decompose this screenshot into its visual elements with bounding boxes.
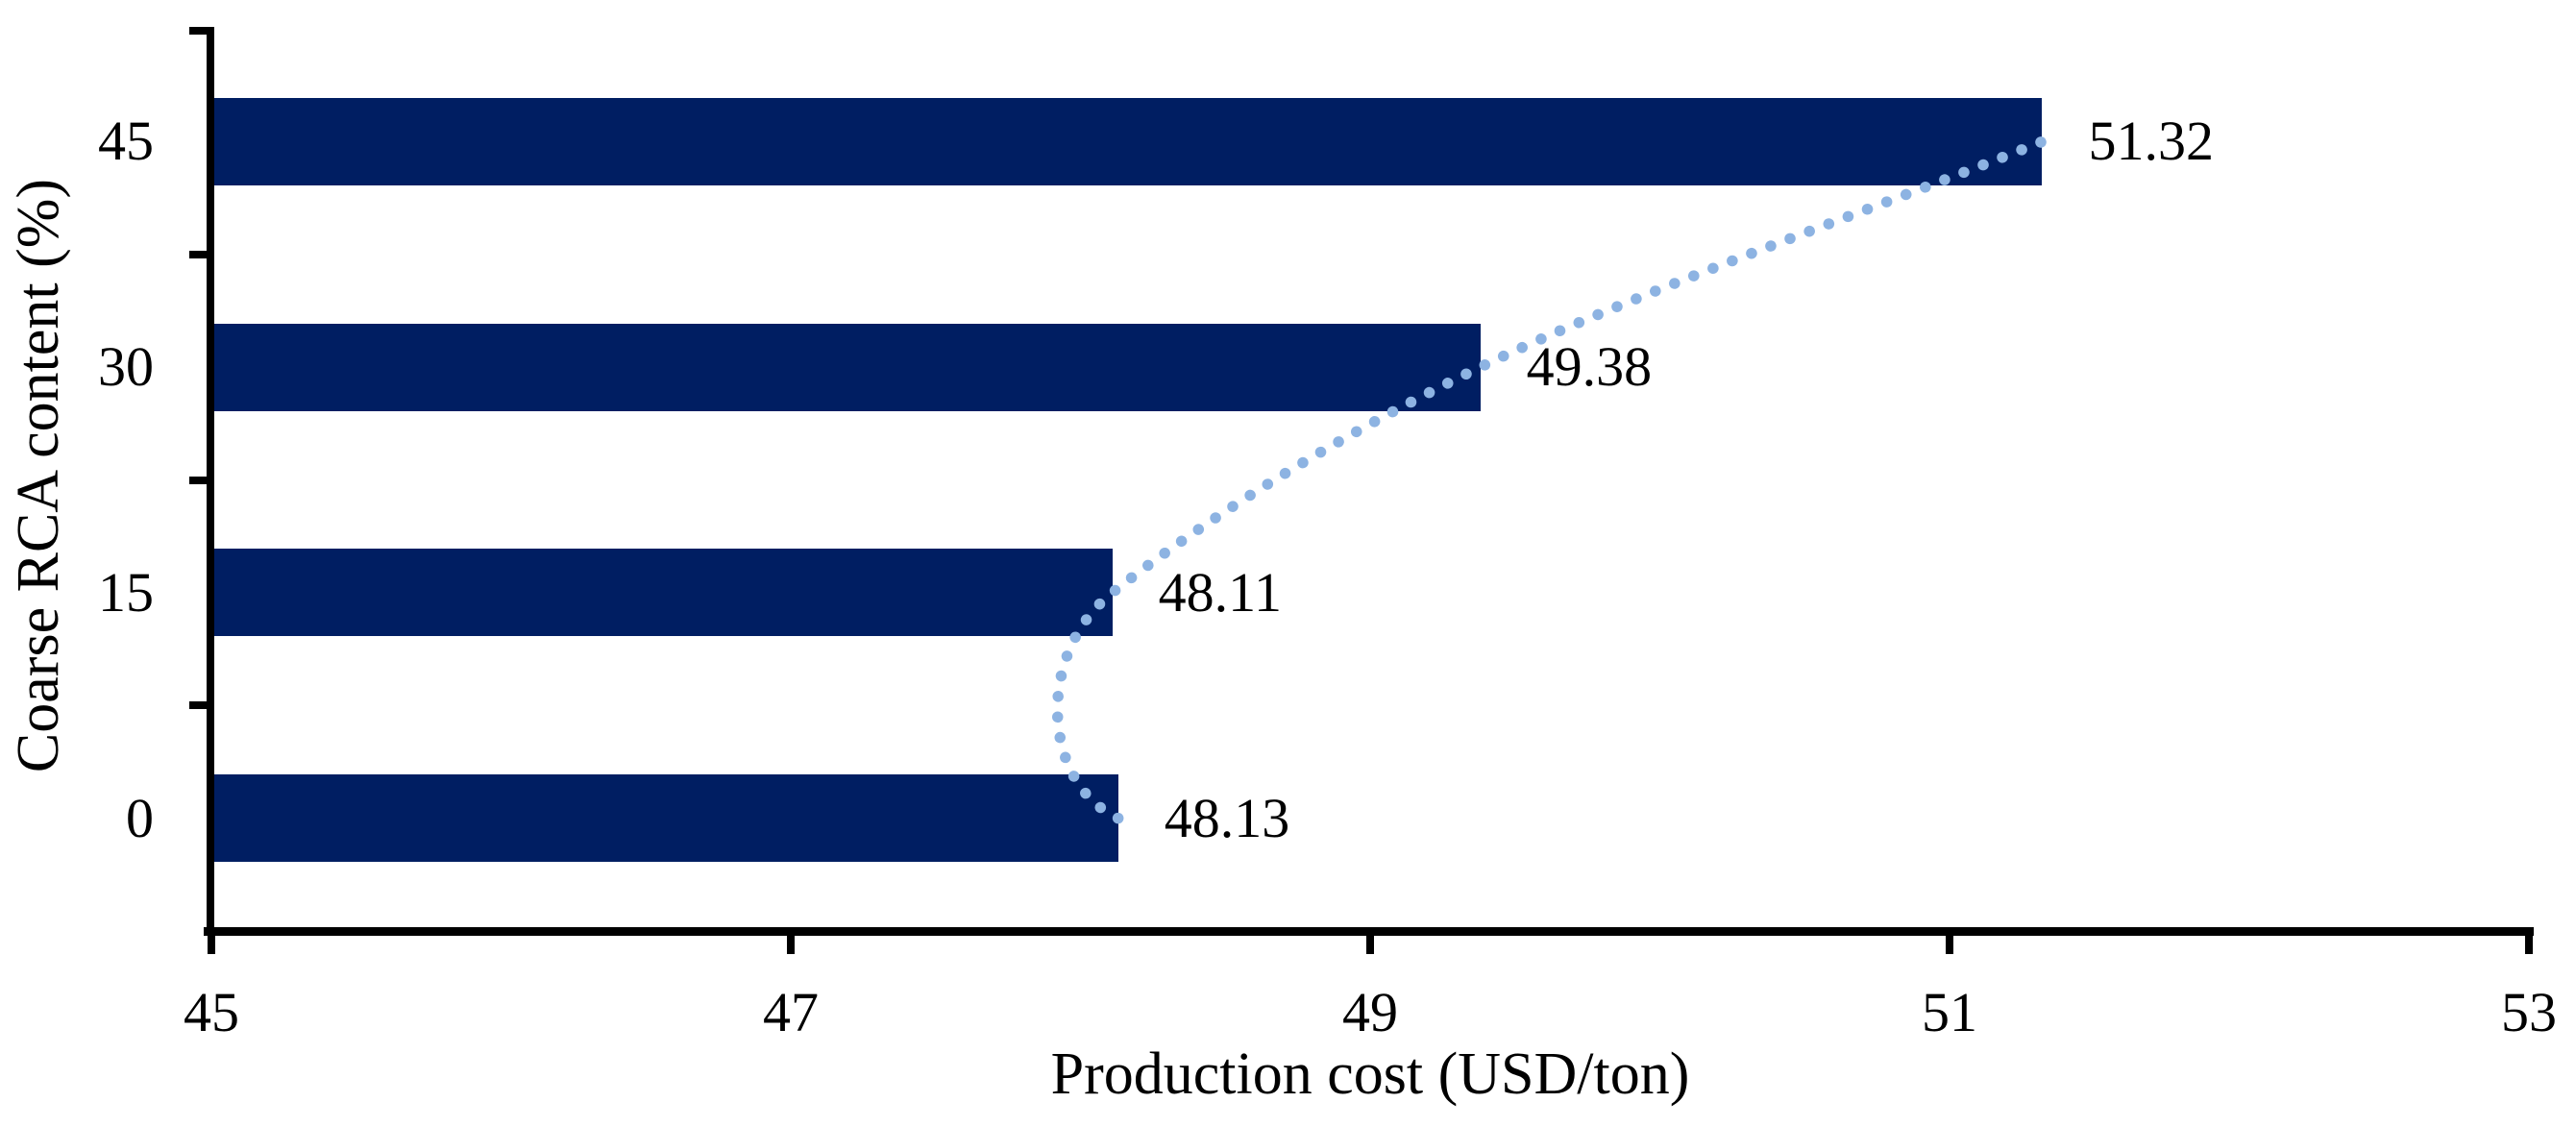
y-axis-tick <box>189 250 214 258</box>
y-tick-label-15: 15 <box>98 560 154 624</box>
bar-45pct <box>213 97 2043 185</box>
x-tick-label-49: 49 <box>1342 981 1398 1043</box>
y-axis-title: Coarse RCA content (%) <box>6 178 71 773</box>
y-axis-endcap-tick <box>189 27 214 35</box>
x-axis-tick-47 <box>787 931 795 954</box>
y-tick-label-45: 45 <box>98 110 154 173</box>
x-axis-tick-53 <box>2525 931 2533 954</box>
x-tick-label-47: 47 <box>763 981 819 1043</box>
y-axis-tick <box>189 476 214 484</box>
x-tick-label-51: 51 <box>1922 981 1977 1043</box>
bar-0pct <box>213 774 1118 863</box>
x-tick-label-45: 45 <box>184 981 239 1043</box>
bar-15pct <box>213 549 1113 637</box>
data-label-30pct: 49.38 <box>1526 335 1653 399</box>
y-axis-tick <box>189 701 214 710</box>
bar-30pct <box>213 323 1481 411</box>
y-tick-label-30: 30 <box>98 335 154 399</box>
x-axis-tick-49 <box>1366 931 1374 954</box>
x-tick-label-53: 53 <box>2501 981 2557 1043</box>
data-label-0pct: 48.13 <box>1164 786 1290 849</box>
y-tick-label-0: 0 <box>126 786 154 849</box>
data-label-45pct: 51.32 <box>2088 110 2214 173</box>
x-axis-title: Production cost (USD/ton) <box>1050 1041 1690 1107</box>
x-axis-tick-45 <box>208 931 215 954</box>
data-label-15pct: 48.11 <box>1158 560 1283 624</box>
x-axis-tick-51 <box>1946 931 1953 954</box>
